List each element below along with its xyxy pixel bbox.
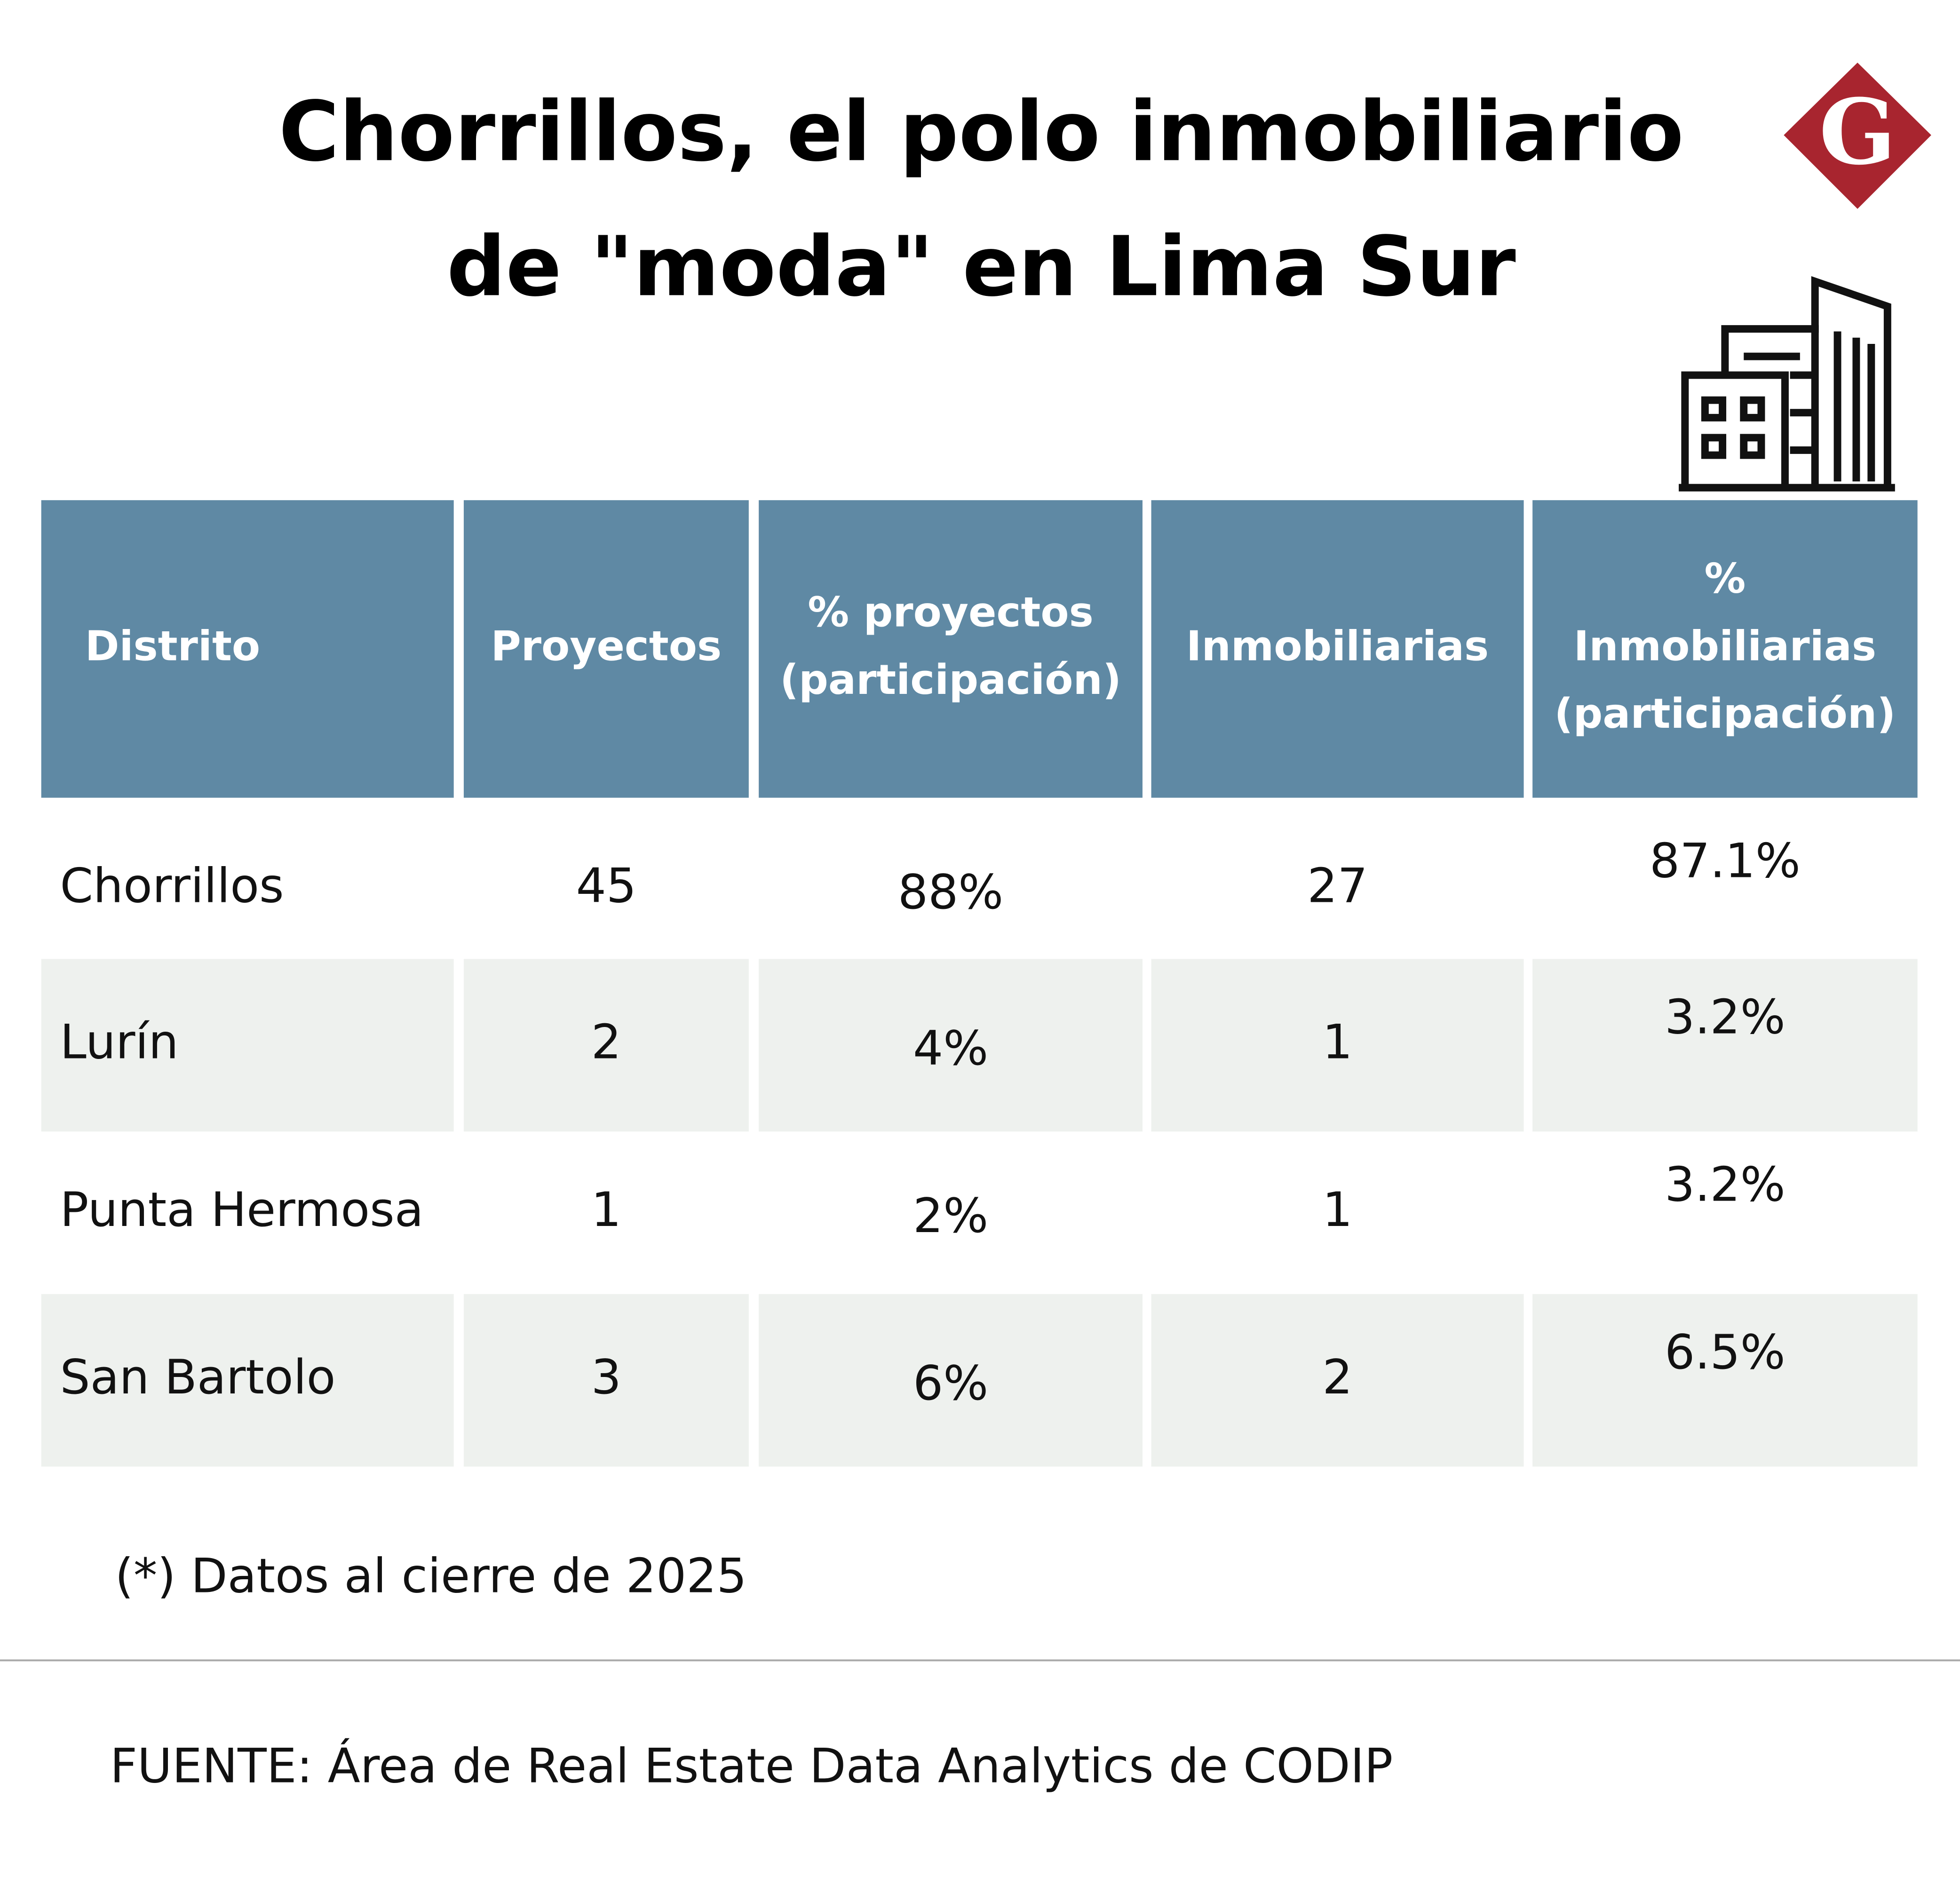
cell-text: Chorrillos (60, 858, 284, 914)
cell-text: 3 (591, 1349, 621, 1405)
title-line: de "moda" en Lima Sur (447, 219, 1516, 315)
cell-text: Lurín (60, 1014, 179, 1070)
cell-text: 1 (1322, 1014, 1352, 1070)
header-text: % (1704, 555, 1746, 603)
header-cell (759, 500, 1143, 798)
cell-text: Punta Hermosa (60, 1182, 424, 1237)
cell-text: 88% (898, 864, 1003, 920)
footnote: (*) Datos al cierre de 2025 (115, 1548, 746, 1603)
cell-text: 6.5% (1665, 1324, 1785, 1380)
title-line: Chorrillos, el polo inmobiliario (279, 84, 1684, 180)
header-cell (463, 500, 749, 798)
header-text: Proyectos (491, 622, 722, 670)
header-cell (41, 500, 454, 798)
logo-diamond (1784, 63, 1931, 209)
cell-text: 45 (576, 858, 636, 914)
building-icon (1679, 276, 1895, 492)
header-text: % proyectos (808, 589, 1094, 637)
row-cell (759, 1294, 1143, 1467)
cell-text: 6% (913, 1355, 988, 1411)
row-cell (1532, 1294, 1918, 1467)
header-text: Inmobiliarias (1574, 622, 1876, 670)
cell-text: 2 (1322, 1349, 1352, 1405)
header-cell (1151, 500, 1524, 798)
row-cell (463, 959, 749, 1132)
cell-text: 87.1% (1650, 833, 1801, 888)
cell-text: 1 (1322, 1182, 1352, 1237)
cell-text: 2% (913, 1188, 988, 1243)
cell-text: 4% (913, 1020, 988, 1076)
header-text: Inmobiliarias (1186, 622, 1489, 670)
cell-text: 3.2% (1665, 1157, 1785, 1212)
row-cell (463, 1294, 749, 1467)
row-cell (41, 959, 454, 1132)
cell-text: 2 (591, 1014, 621, 1070)
source: FUENTE: Área de Real Estate Data Analyti… (110, 1737, 1393, 1793)
row-cell (1151, 959, 1524, 1132)
cell-text: 3.2% (1665, 989, 1785, 1045)
cell-text: 1 (591, 1182, 621, 1237)
row-cell (1532, 959, 1918, 1132)
header-text: (participación) (780, 656, 1121, 704)
header-text: Distrito (85, 622, 260, 670)
row-cell (1151, 1294, 1524, 1467)
logo-letter: G (1819, 79, 1896, 185)
logo: G (1784, 63, 1931, 209)
cell-text: 27 (1307, 858, 1367, 914)
header-text: (participación) (1554, 690, 1896, 738)
cell-text: San Bartolo (60, 1349, 336, 1405)
row-cell (759, 959, 1143, 1132)
header-cell (1532, 500, 1918, 798)
row-cell (41, 1294, 454, 1467)
